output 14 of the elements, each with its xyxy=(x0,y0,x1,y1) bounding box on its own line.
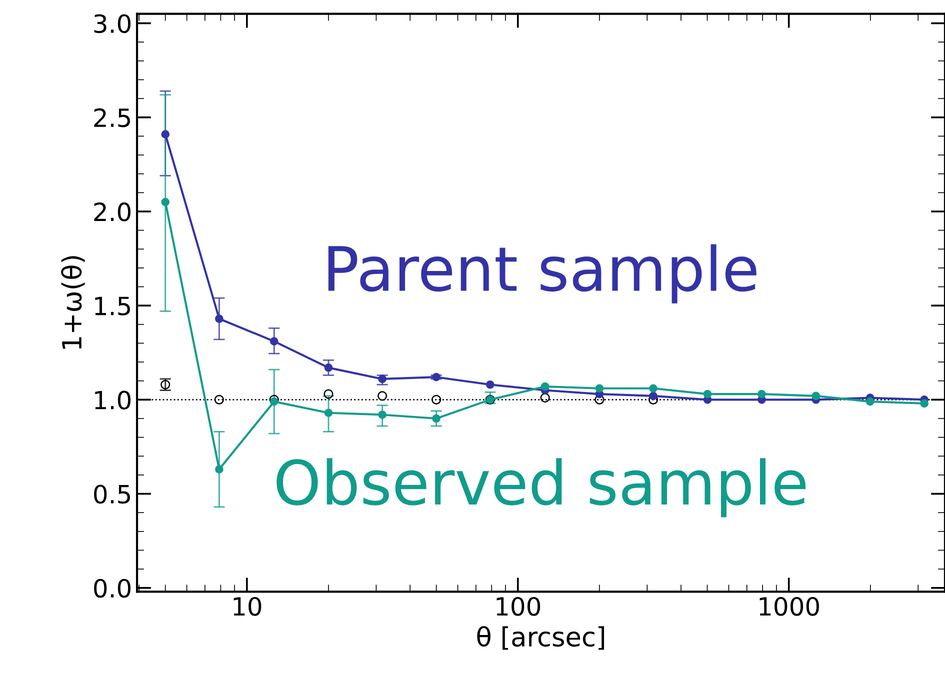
x-tick-label: 1000 xyxy=(760,596,819,616)
y-tick-label: 2.0 xyxy=(94,202,131,222)
y-tick-label: 1.0 xyxy=(95,390,131,410)
y-tick-label: 2.5 xyxy=(94,108,130,128)
x-axis-title: θ [arcsec] xyxy=(477,626,604,650)
series-label: Observed sample xyxy=(276,458,806,518)
x-tick-label: 10 xyxy=(234,596,262,616)
y-tick-label: 1.5 xyxy=(95,296,130,316)
x-tick-label: 100 xyxy=(496,596,540,616)
y-tick-label: 0.0 xyxy=(94,578,131,598)
series-label: Parent sample xyxy=(328,244,756,304)
y-tick-label: 0.5 xyxy=(94,484,130,504)
y-tick-label: 3.0 xyxy=(94,14,131,34)
y-axis-title: 1+ω(θ) xyxy=(61,256,85,349)
